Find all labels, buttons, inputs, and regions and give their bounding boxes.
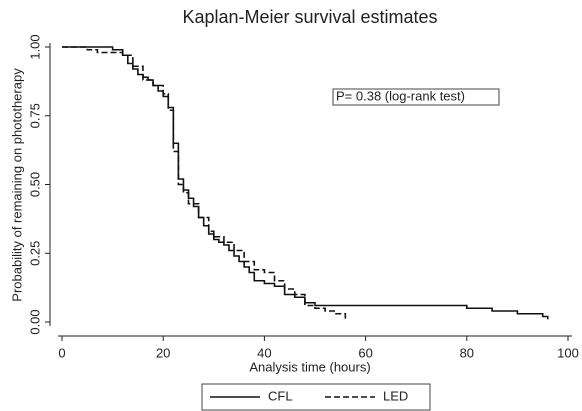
survival-curve (62, 46, 347, 320)
annotation-box (332, 88, 500, 106)
y-tick-label: 0.00 (27, 309, 42, 334)
x-tick-label: 20 (156, 345, 170, 360)
legend-label: CFL (268, 388, 293, 403)
y-axis-title: Probability of remaining on phototherapy (9, 68, 24, 302)
y-tick-label: 0.75 (27, 103, 42, 128)
annotation: P= 0.38 (log-rank test) (336, 88, 465, 103)
x-axis-title: Analysis time (hours) (249, 359, 370, 374)
legend-label: LED (383, 388, 408, 403)
y-tick-label: 0.25 (27, 241, 42, 266)
x-tick-label: 0 (58, 345, 65, 360)
x-tick-label: 80 (460, 345, 474, 360)
y-tick-label: 0.50 (27, 172, 42, 197)
x-tick-label: 40 (257, 345, 271, 360)
chart-title: Kaplan-Meier survival estimates (182, 7, 437, 27)
y-tick-label: 1.00 (27, 34, 42, 59)
x-tick-label: 60 (358, 345, 372, 360)
x-tick-label: 100 (557, 345, 579, 360)
survival-curve (62, 46, 549, 320)
